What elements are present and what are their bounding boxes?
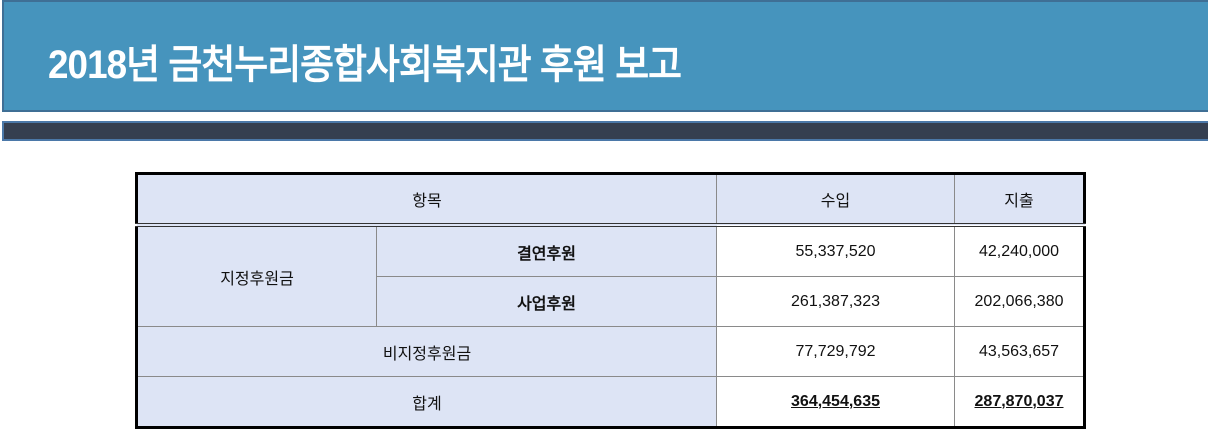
page-title: 2018년 금천누리종합사회복지관 후원 보고 bbox=[48, 43, 682, 87]
expense-cell: 202,066,380 bbox=[954, 276, 1085, 327]
income-cell: 55,337,520 bbox=[716, 224, 956, 277]
table-row: 비지정후원금 77,729,792 43,563,657 bbox=[135, 326, 1085, 377]
total-income: 364,454,635 bbox=[716, 376, 956, 428]
table-row: 지정후원금 결연후원 55,337,520 42,240,000 bbox=[136, 224, 1085, 327]
divider-bar bbox=[2, 121, 1208, 141]
row-label: 사업후원 bbox=[375, 276, 718, 327]
header-income: 수입 bbox=[716, 173, 956, 227]
header-expense: 지출 bbox=[954, 173, 1085, 227]
total-expense: 287,870,037 bbox=[954, 376, 1085, 428]
title-banner: 2018년 금천누리종합사회복지관 후원 보고 bbox=[2, 0, 1208, 112]
total-row: 합계 364,454,635 287,870,037 bbox=[135, 376, 1085, 428]
total-label: 합계 bbox=[135, 376, 718, 428]
donation-report-table: 항목 수입 지출 지정후원금 결연후원 55,337,520 42,240,00… bbox=[135, 172, 1086, 429]
row-label: 비지정후원금 bbox=[135, 326, 718, 377]
income-cell: 77,729,792 bbox=[716, 326, 956, 377]
expense-cell: 42,240,000 bbox=[954, 224, 1085, 277]
group-label: 지정후원금 bbox=[136, 224, 377, 327]
income-cell: 261,387,323 bbox=[716, 276, 956, 327]
table-header-row: 항목 수입 지출 bbox=[135, 173, 1085, 227]
table-row: 사업후원 261,387,323 202,066,380 bbox=[137, 276, 1085, 327]
expense-cell: 43,563,657 bbox=[954, 326, 1085, 377]
row-label: 결연후원 bbox=[375, 224, 718, 277]
header-item: 항목 bbox=[135, 173, 718, 227]
